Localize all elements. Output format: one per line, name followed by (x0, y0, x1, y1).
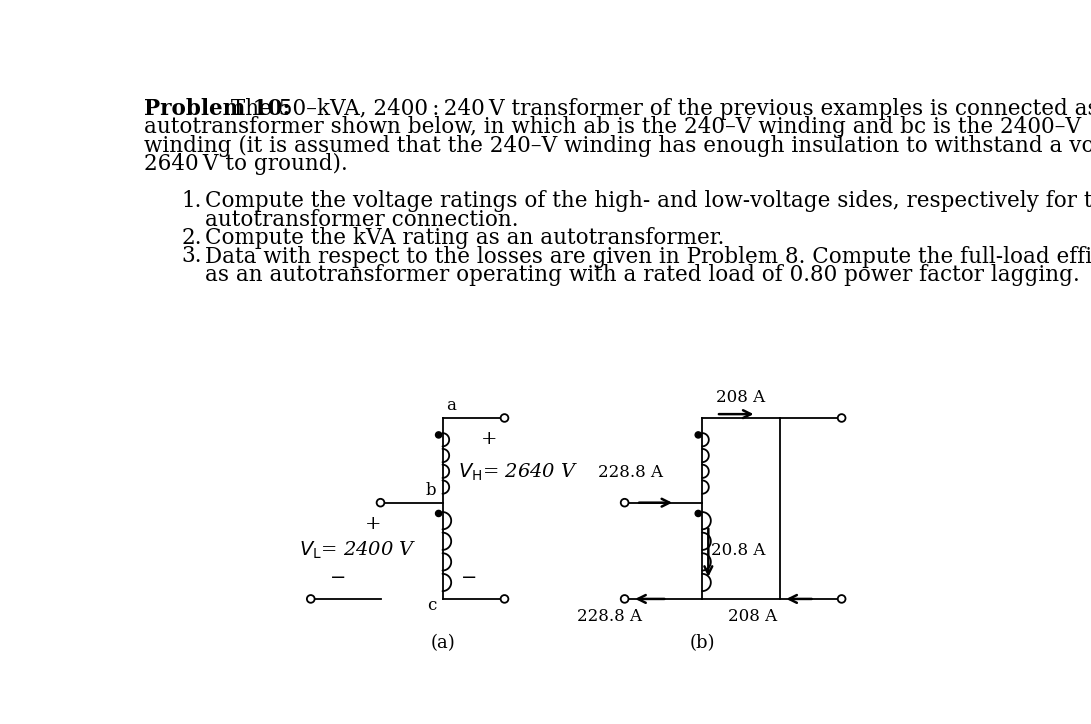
Text: 1.: 1. (181, 190, 202, 212)
Circle shape (621, 595, 628, 603)
Circle shape (838, 595, 846, 603)
Text: −: − (461, 568, 478, 586)
Circle shape (695, 510, 702, 516)
Text: 3.: 3. (181, 245, 202, 267)
Text: $V_{\mathrm{L}}$= 2400 V: $V_{\mathrm{L}}$= 2400 V (299, 540, 417, 561)
Circle shape (307, 595, 314, 603)
Circle shape (376, 499, 384, 507)
Text: c: c (427, 597, 436, 614)
Circle shape (695, 432, 702, 438)
Text: −: − (329, 568, 346, 586)
Circle shape (501, 414, 508, 422)
Circle shape (621, 499, 628, 507)
Text: Compute the voltage ratings of the high- and low-voltage sides, respectively for: Compute the voltage ratings of the high-… (205, 190, 1091, 212)
Text: b: b (425, 482, 436, 499)
Circle shape (435, 510, 442, 516)
Text: 228.8 A: 228.8 A (577, 608, 642, 625)
Text: Compute the kVA rating as an autotransformer.: Compute the kVA rating as an autotransfo… (205, 227, 724, 249)
Text: +: + (364, 515, 381, 533)
Text: $V_{\mathrm{H}}$= 2640 V: $V_{\mathrm{H}}$= 2640 V (458, 462, 578, 484)
Text: 228.8 A: 228.8 A (598, 464, 662, 481)
Text: 208 A: 208 A (716, 389, 765, 405)
Text: autotransformer shown below, in which ab is the 240–V winding and bc is the 2400: autotransformer shown below, in which ab… (144, 116, 1081, 138)
Circle shape (435, 432, 442, 438)
Text: The 50–kVA, 2400 : 240 V transformer of the previous examples is connected as an: The 50–kVA, 2400 : 240 V transformer of … (224, 98, 1091, 119)
Text: (a): (a) (430, 634, 455, 652)
Text: (b): (b) (690, 634, 715, 652)
Text: Data with respect to the losses are given in Problem 8. Compute the full-load ef: Data with respect to the losses are give… (205, 245, 1091, 267)
Text: 2640 V to ground).: 2640 V to ground). (144, 153, 348, 175)
Text: winding (it is assumed that the 240–V winding has enough insulation to withstand: winding (it is assumed that the 240–V wi… (144, 135, 1091, 156)
Text: autotransformer connection.: autotransformer connection. (205, 209, 518, 230)
Text: Problem 10:: Problem 10: (144, 98, 290, 119)
Text: 2.: 2. (181, 227, 202, 249)
Text: as an autotransformer operating with a rated load of 0.80 power factor lagging.: as an autotransformer operating with a r… (205, 264, 1079, 286)
Text: 208 A: 208 A (728, 608, 777, 625)
Circle shape (501, 595, 508, 603)
Text: +: + (481, 430, 497, 448)
Text: 20.8 A: 20.8 A (711, 542, 766, 559)
Text: a: a (446, 397, 456, 414)
Circle shape (838, 414, 846, 422)
